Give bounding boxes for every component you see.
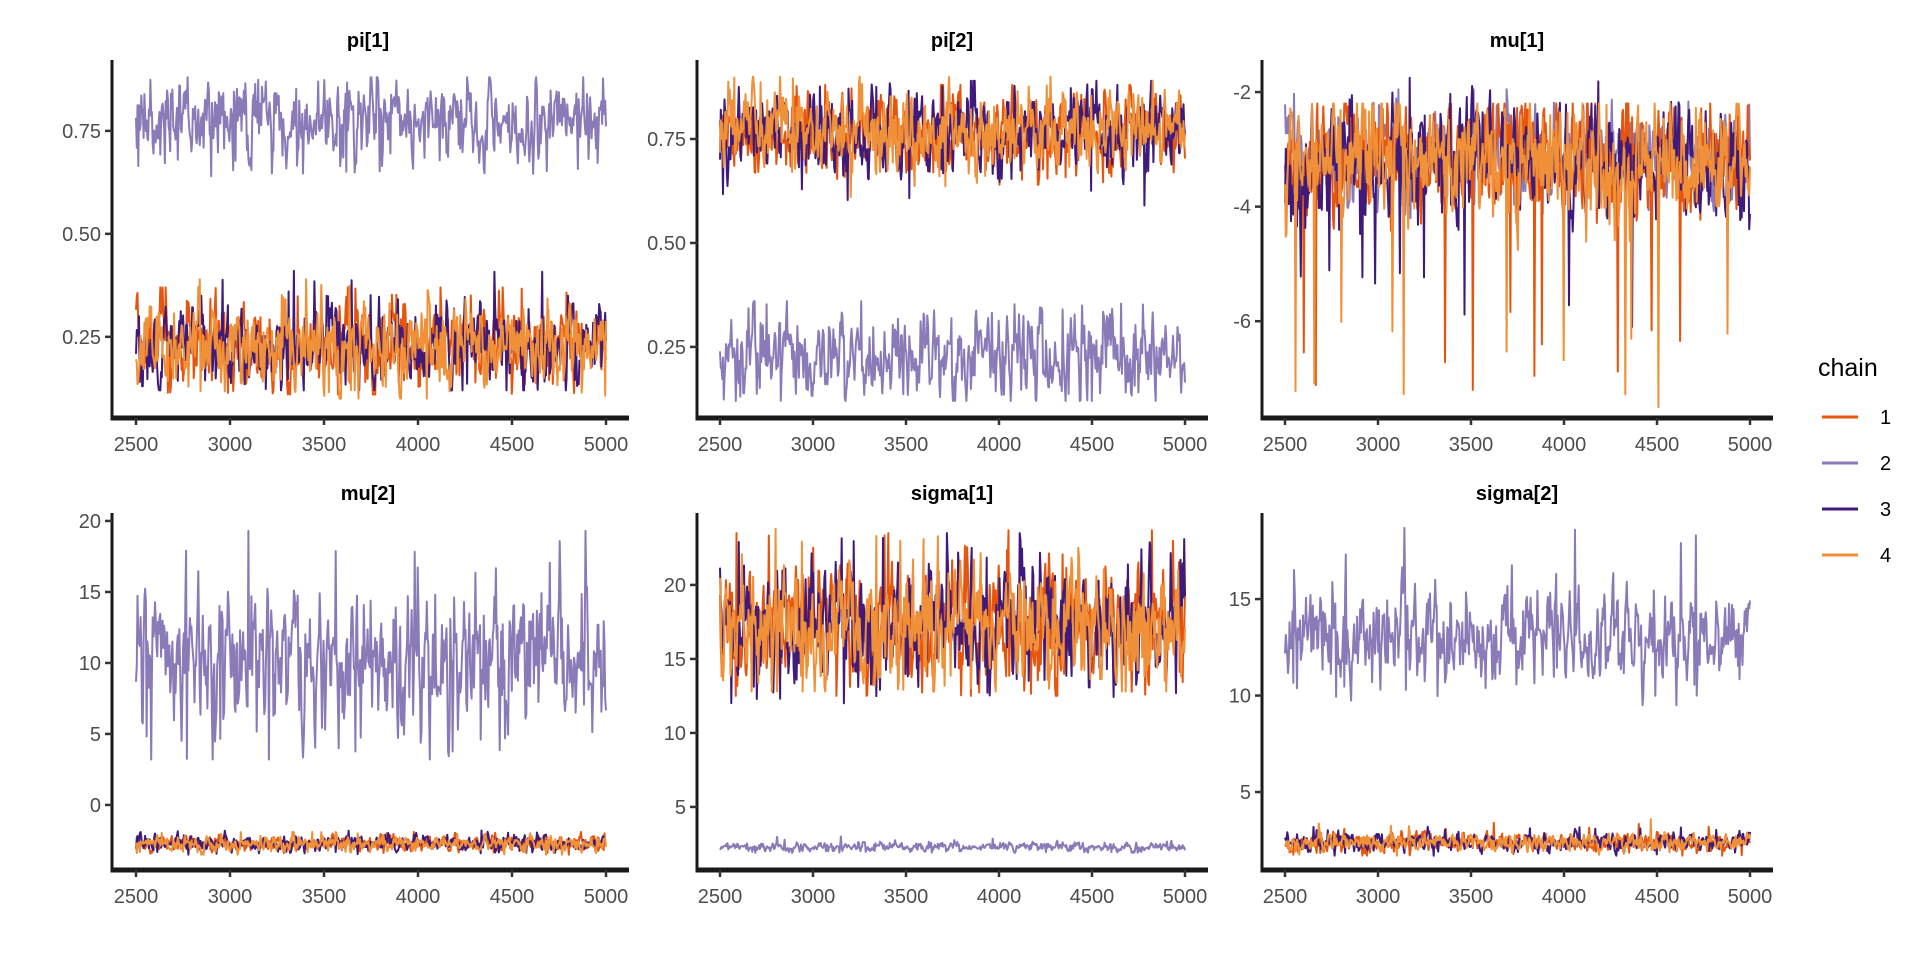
- x-tick-label: 4000: [1542, 886, 1587, 908]
- x-tick-label: 4500: [1635, 434, 1680, 456]
- y-tick-label: 20: [664, 575, 686, 597]
- panel-sigma-1: sigma[1] 5 10 15 20 2500 3000 3500 4000 4500 5000: [664, 483, 1208, 908]
- y-tick-label: 0.25: [62, 327, 101, 349]
- x-tick-label: 4500: [1635, 886, 1680, 908]
- y-tick-label: 20: [79, 511, 101, 533]
- traces: [135, 76, 607, 400]
- panel-title: sigma[2]: [1476, 483, 1558, 505]
- y-tick-label: 15: [664, 649, 686, 671]
- x-tick-label: 3000: [1356, 434, 1401, 456]
- x-tick-label: 4500: [490, 434, 535, 456]
- x-tick-label: 2500: [114, 886, 159, 908]
- y-tick-label: 10: [1229, 686, 1251, 708]
- panel-title: sigma[1]: [911, 483, 993, 505]
- panel-title: mu[2]: [341, 483, 395, 505]
- trace-line-chain-4: [719, 75, 1186, 199]
- y-tick-label: 10: [664, 723, 686, 745]
- trace-line-chain-2: [135, 529, 607, 761]
- y-tick-label: -2: [1233, 82, 1251, 104]
- y-tick-label: 5: [90, 724, 101, 746]
- legend-label-4: 4: [1880, 545, 1891, 567]
- trace-line-chain-2: [1284, 526, 1751, 707]
- traces: [1284, 526, 1751, 857]
- x-tick-label: 2500: [1263, 434, 1308, 456]
- y-tick-label: 5: [675, 797, 686, 819]
- y-tick-label: 0: [90, 795, 101, 817]
- y-tick-label: 15: [79, 582, 101, 604]
- x-tick-label: 3500: [884, 434, 929, 456]
- trace-line-chain-4: [1284, 818, 1751, 857]
- legend-label-3: 3: [1880, 499, 1891, 521]
- panel-pi-2: pi[2] 0.25 0.50 0.75 2500 3000 3500 4000 4500 500…: [647, 30, 1208, 456]
- x-tick-label: 5000: [1163, 886, 1208, 908]
- x-tick-label: 5000: [1728, 886, 1773, 908]
- panel-title: mu[1]: [1490, 30, 1544, 52]
- y-tick-label: -4: [1233, 197, 1251, 219]
- x-tick-label: 3000: [1356, 886, 1401, 908]
- x-tick-label: 3000: [208, 434, 253, 456]
- x-tick-label: 3000: [208, 886, 253, 908]
- legend-label-2: 2: [1880, 453, 1891, 475]
- x-tick-label: 5000: [584, 434, 629, 456]
- x-tick-label: 4000: [396, 886, 441, 908]
- legend-title: chain: [1818, 354, 1878, 382]
- trace-line-chain-4: [135, 278, 607, 400]
- y-tick-label: 10: [79, 653, 101, 675]
- x-tick-label: 5000: [584, 886, 629, 908]
- panel-mu-1: mu[1] -6 -4 -2 2500 3000 3500 4000 4500 5000: [1233, 30, 1773, 456]
- trace-line-chain-4: [135, 830, 607, 856]
- y-tick-label: 0.75: [647, 129, 686, 151]
- x-tick-label: 2500: [1263, 886, 1308, 908]
- y-tick-label: 0.50: [647, 233, 686, 255]
- trace-line-chain-2: [719, 300, 1186, 402]
- x-tick-label: 4000: [977, 886, 1022, 908]
- x-tick-label: 4000: [1542, 434, 1587, 456]
- legend-label-1: 1: [1880, 407, 1891, 429]
- panel-title: pi[1]: [347, 30, 389, 52]
- trace-line-chain-2: [135, 76, 607, 178]
- legend-entry-4: 4: [1822, 545, 1891, 567]
- panel-sigma-2: sigma[2] 5 10 15 2500 3000 3500 4000 4500 5000: [1229, 483, 1773, 908]
- x-tick-label: 4500: [490, 886, 535, 908]
- x-tick-label: 2500: [114, 434, 159, 456]
- x-tick-label: 3500: [302, 434, 347, 456]
- x-tick-label: 4000: [977, 434, 1022, 456]
- x-tick-label: 2500: [698, 434, 743, 456]
- x-tick-label: 3500: [1449, 886, 1494, 908]
- x-tick-label: 4500: [1070, 434, 1115, 456]
- x-tick-label: 3500: [884, 886, 929, 908]
- panel-pi-1: pi[1] 0.25 0.50 0.75 2500 3000 3500 4000 4500 500…: [62, 30, 629, 456]
- x-tick-label: 5000: [1163, 434, 1208, 456]
- legend: chain 1 2 3 4: [1818, 354, 1891, 567]
- x-tick-label: 5000: [1728, 434, 1773, 456]
- traces: [719, 75, 1186, 402]
- x-tick-label: 4500: [1070, 886, 1115, 908]
- legend-entry-1: 1: [1822, 407, 1891, 429]
- y-tick-label: 15: [1229, 589, 1251, 611]
- traces: [135, 529, 607, 856]
- panel-mu-2: mu[2] 0 5 10 15 20 2500 3000 3500 4000 4500 5000: [79, 483, 629, 908]
- x-tick-label: 3500: [302, 886, 347, 908]
- x-tick-label: 4000: [396, 434, 441, 456]
- x-tick-label: 3000: [791, 886, 836, 908]
- legend-entry-2: 2: [1822, 453, 1891, 475]
- trace-line-chain-4: [1284, 102, 1751, 409]
- traces: [719, 527, 1186, 854]
- x-tick-label: 3000: [791, 434, 836, 456]
- panel-title: pi[2]: [931, 30, 973, 52]
- y-tick-label: 0.25: [647, 337, 686, 359]
- trace-line-chain-4: [719, 527, 1186, 693]
- y-tick-label: -6: [1233, 311, 1251, 333]
- x-tick-label: 2500: [698, 886, 743, 908]
- trace-line-chain-2: [719, 835, 1186, 854]
- y-tick-label: 5: [1240, 782, 1251, 804]
- legend-entry-3: 3: [1822, 499, 1891, 521]
- traces: [1284, 76, 1751, 409]
- x-tick-label: 3500: [1449, 434, 1494, 456]
- y-tick-label: 0.75: [62, 121, 101, 143]
- y-tick-label: 0.50: [62, 224, 101, 246]
